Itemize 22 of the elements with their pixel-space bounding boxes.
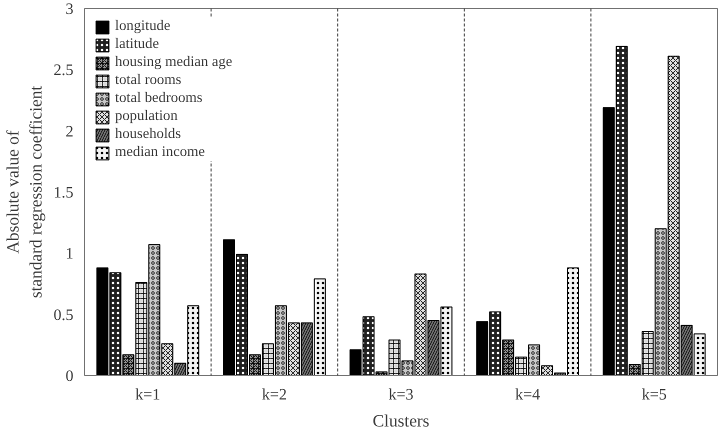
legend-label: latitude [115,36,159,53]
x-tick-label: k=5 [642,386,667,404]
y-tick-label: 2.5 [54,62,74,80]
legend-label: housing median age [115,54,232,71]
legend-label: total bedrooms [115,90,203,107]
y-tick-label: 3 [66,1,74,18]
x-tick-label: k=2 [262,386,287,404]
legend-label: population [115,108,178,125]
legend-label: longitude [115,18,170,35]
y-tick-label: 2 [66,123,74,140]
x-axis-title: Clusters [372,412,430,430]
y-tick-label: 1 [66,246,74,263]
legend-label: total rooms [115,72,182,89]
x-tick-label: k=1 [135,386,160,404]
y-tick-label: 0 [66,368,74,385]
legend-label: households [115,126,181,143]
y-tick-label: 1.5 [54,184,74,202]
x-tick-label: k=3 [388,386,414,404]
x-tick-label: k=4 [515,386,540,404]
legend-label: median income [115,144,205,161]
y-axis-title: Absolute value of standard regression coefficient [4,86,46,298]
y-tick-label: 0.5 [54,306,74,324]
